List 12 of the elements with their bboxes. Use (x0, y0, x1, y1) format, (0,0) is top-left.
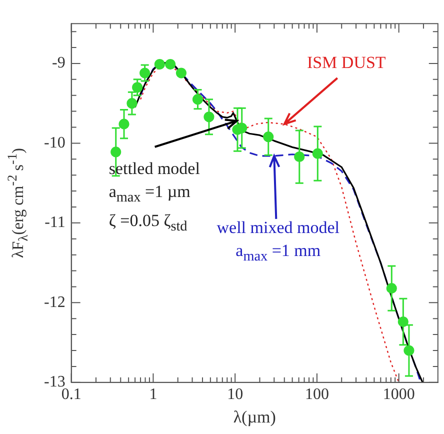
annotation: well mixed model a$_{max}$ =1 mm (216, 216, 340, 266)
x-tick-label: 100 (304, 386, 329, 404)
y-tick-label: -11 (44, 214, 66, 232)
annotation: ISM DUST (306, 52, 386, 74)
y-tick-label: -10 (44, 134, 66, 152)
y-tick-label: -12 (44, 294, 66, 311)
y-tick-label: -9 (52, 54, 66, 72)
x-tick-label: 1 (149, 386, 158, 404)
x-axis-title: λ(µm) (233, 407, 276, 426)
x-tick-label: 0.1 (61, 386, 82, 404)
x-tick-label: 1000 (382, 386, 415, 404)
x-tick-label: 10 (227, 386, 244, 404)
